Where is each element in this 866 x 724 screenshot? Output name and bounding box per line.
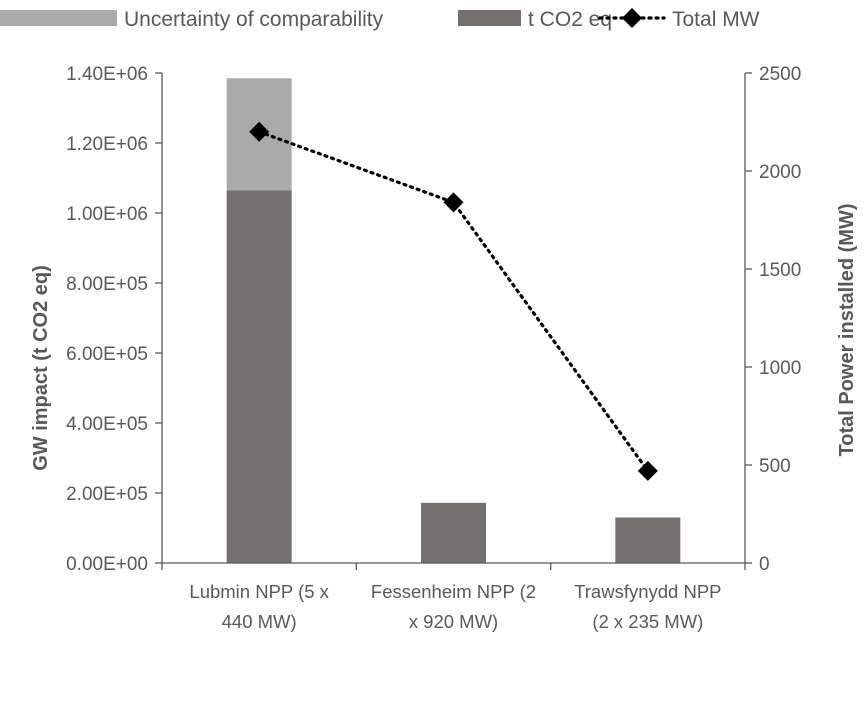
y2-tick-label: 0	[759, 554, 770, 575]
y-tick-label: 0.00E+00	[66, 554, 148, 575]
x-tick-label-1: Fessenheim NPP (2 x 920 MW)	[371, 581, 536, 632]
y2-tick-label: 2000	[759, 162, 801, 183]
bar-t-co2-eq-1	[421, 502, 486, 563]
y-tick-label: 1.00E+06	[66, 204, 148, 225]
total-mw-marker-0	[249, 121, 270, 142]
legend-label-2: Total MW	[672, 8, 760, 31]
bar-group	[226, 78, 681, 563]
legend-swatch-1	[458, 10, 521, 26]
y-tick-label: 8.00E+05	[66, 274, 148, 295]
y2-tick-label: 1000	[759, 358, 801, 379]
y2-axis-title: Total Power installed (MW)	[836, 204, 858, 457]
total-mw-marker-2	[637, 460, 658, 481]
y-tick-label: 1.40E+06	[66, 64, 148, 85]
y-tick-label: 1.20E+06	[66, 134, 148, 155]
legend: Uncertainty of comparability t CO2 eq Tota…	[0, 8, 760, 31]
axes	[155, 72, 752, 570]
x-tick-label-2: Trawsfynydd NPP (2 x 235 MW)	[574, 581, 721, 632]
legend-label-1: t CO2 eq	[528, 8, 612, 31]
y-tick-label: 6.00E+05	[66, 344, 148, 365]
y-tick-label: 2.00E+05	[66, 484, 148, 505]
legend-label-0: Uncertainty of comparability	[124, 8, 384, 31]
tick-labels: 0.00E+00 2.00E+05 4.00E+05 6.00E+05 8.00E+05…	[66, 64, 801, 632]
y-tick-label: 4.00E+05	[66, 414, 148, 435]
legend-swatch-0	[0, 10, 117, 26]
x-tick-label-0: Lubmin NPP (5 x 440 MW)	[189, 581, 329, 632]
y2-tick-label: 2500	[759, 64, 801, 85]
total-mw-line	[257, 130, 650, 473]
bar-t-co2-eq-2	[615, 517, 681, 563]
y-axis-title: GW impact (t CO2 eq)	[30, 265, 52, 471]
line-series	[249, 121, 658, 481]
y2-tick-label: 500	[759, 456, 791, 477]
legend-diamond-swatch	[622, 8, 642, 28]
y2-tick-label: 1500	[759, 260, 801, 281]
total-mw-marker-1	[443, 192, 464, 213]
bar-t-co2-eq-0	[226, 190, 292, 563]
